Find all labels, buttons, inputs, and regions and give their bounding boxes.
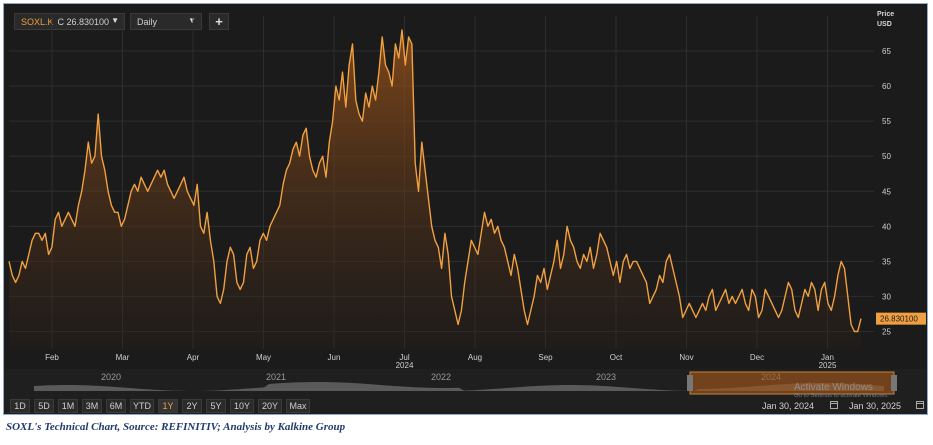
price-axis-title: Price	[877, 11, 895, 18]
x-tick-label: Nov	[679, 353, 693, 362]
symbol-selector[interactable]: SOXL.K C 26.830100 ▼	[14, 13, 125, 30]
last-price-label: 26.830100	[880, 315, 918, 324]
interval-label: Daily	[137, 16, 158, 27]
y-tick-label: 60	[882, 82, 891, 91]
range-button-max[interactable]: Max	[286, 399, 310, 413]
date-from[interactable]: Jan 30, 2024	[762, 401, 815, 411]
x-tick-label: Jul	[399, 353, 409, 362]
range-button-1y[interactable]: 1Y	[158, 399, 178, 413]
range-button-ytd[interactable]: YTD	[130, 399, 154, 413]
x-tick-label: Jan	[821, 353, 834, 362]
price-axis-unit: USD	[877, 21, 892, 28]
activate-windows-hint: Go to Settings to activate Windows.	[794, 393, 889, 399]
x-tick-label: Mar	[116, 353, 130, 362]
x-tick-year-label: 2024	[396, 361, 414, 369]
range-toolbar: Jan 30, 2024 Jan 30, 2025 1D 5D 1M 3M 6M YTD 1…	[4, 397, 927, 414]
y-tick-label: 55	[882, 117, 891, 126]
x-tick-label: Jun	[328, 353, 341, 362]
range-button-1m[interactable]: 1M	[58, 399, 78, 413]
x-tick-label: Oct	[610, 353, 623, 362]
y-tick-label: 35	[882, 257, 891, 266]
y-tick-label: 30	[882, 292, 891, 301]
x-tick-label: May	[256, 353, 271, 362]
navigator-year-label: 2022	[431, 372, 451, 382]
chevron-down-icon: ▼	[188, 16, 196, 25]
range-button-5d[interactable]: 5D	[34, 399, 54, 413]
navigator-right-handle[interactable]	[891, 375, 897, 391]
price-axis-header: Price USD	[877, 10, 894, 30]
range-button-1d[interactable]: 1D	[10, 399, 30, 413]
range-button-3m[interactable]: 3M	[82, 399, 102, 413]
x-tick-label: Aug	[468, 353, 482, 362]
navigator-year-label: 2020	[101, 372, 121, 382]
navigator-year-label: 2023	[596, 372, 616, 382]
y-tick-label: 65	[882, 47, 891, 56]
x-tick-label: Apr	[187, 353, 200, 362]
symbol-label: SOXL.K	[21, 16, 54, 27]
navigator-left-handle[interactable]	[687, 375, 693, 391]
y-tick-label: 50	[882, 152, 891, 161]
top-toolbar: SOXL.K C 26.830100 ▼ Daily ▼ + Price USD	[4, 4, 927, 34]
navigator-history-area	[34, 382, 884, 391]
chevron-down-icon: ▼	[111, 16, 119, 25]
range-button-6m[interactable]: 6M	[106, 399, 126, 413]
range-button-10y[interactable]: 10Y	[230, 399, 254, 413]
range-button-2y[interactable]: 2Y	[182, 399, 202, 413]
x-tick-label: Feb	[45, 353, 59, 362]
activate-windows-watermark: Activate Windows	[794, 382, 873, 393]
figure-caption: SOXL's Technical Chart, Source: REFINITI…	[6, 421, 346, 433]
price-line	[8, 29, 862, 333]
interval-dropdown[interactable]: Daily ▼	[130, 13, 202, 30]
navigator-strip[interactable]: 20202021202220232024	[4, 369, 927, 397]
x-tick-label: Sep	[538, 353, 553, 362]
calendar-icon[interactable]	[830, 401, 838, 409]
y-tick-label: 25	[882, 327, 891, 336]
x-tick-label: Dec	[750, 353, 764, 362]
close-price-label: C 26.830100	[57, 16, 110, 27]
navigator-chart[interactable]: 20202021202220232024	[4, 369, 927, 397]
last-price-marker	[876, 312, 926, 325]
add-button[interactable]: +	[209, 13, 229, 30]
calendar-icon[interactable]	[916, 401, 924, 409]
chart-window: SOXL.K C 26.830100 ▼ Daily ▼ + Price USD…	[3, 3, 928, 415]
navigator-year-label: 2021	[266, 372, 286, 382]
price-area-fill	[9, 30, 861, 349]
x-tick-year-label: 2025	[819, 361, 837, 369]
y-tick-label: 40	[882, 222, 891, 231]
y-tick-label: 45	[882, 187, 891, 196]
range-button-20y[interactable]: 20Y	[258, 399, 282, 413]
range-button-5y[interactable]: 5Y	[206, 399, 226, 413]
date-to[interactable]: Jan 30, 2025	[849, 401, 902, 411]
